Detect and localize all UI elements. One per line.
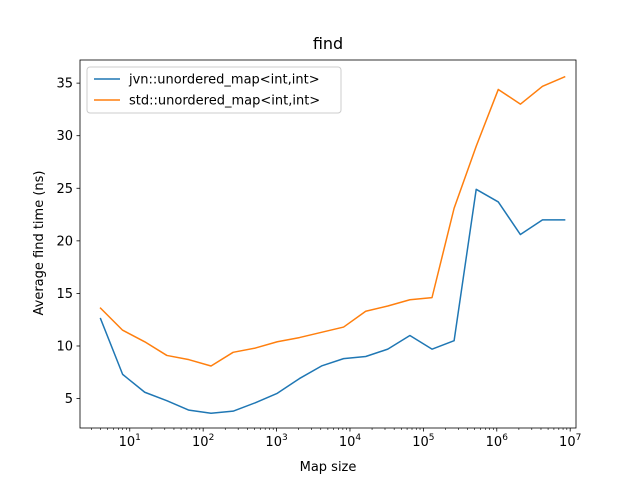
- x-tick-label: 107: [559, 433, 581, 450]
- legend-box: [86, 66, 342, 114]
- y-tick-label: 15: [56, 287, 73, 302]
- x-tick-label: 102: [192, 433, 214, 450]
- series-line-1: [99, 75, 566, 367]
- legend-label-0: jvn::unordered_map<int,int>: [128, 73, 320, 88]
- x-tick-label: 105: [412, 433, 434, 450]
- series-layer: [99, 75, 566, 415]
- y-axis-label: Average find time (ns): [32, 171, 47, 316]
- x-tick-label: 101: [119, 433, 141, 450]
- axes-frame: [79, 59, 577, 429]
- y-tick-label: 35: [56, 77, 73, 92]
- axes-layer: 101 102 103 104 105 106 107 5 10 15 20 25 30 35: [56, 59, 581, 450]
- chart-title: find: [313, 34, 343, 53]
- y-tick-label: 20: [56, 234, 73, 249]
- legend: jvn::unordered_map<int,int>std::unordere…: [86, 66, 342, 114]
- y-tick-label: 10: [56, 339, 73, 354]
- y-tick-label: 25: [56, 182, 73, 197]
- x-tick-label: 104: [339, 433, 362, 450]
- legend-label-1: std::unordered_map<int,int>: [129, 94, 320, 109]
- series-line-0: [99, 188, 566, 415]
- x-tick-label: 106: [486, 433, 509, 450]
- x-axis-label: Map size: [300, 460, 357, 475]
- y-tick-label: 5: [65, 392, 73, 407]
- y-tick-label: 30: [56, 129, 73, 144]
- x-tick-label: 103: [265, 433, 287, 450]
